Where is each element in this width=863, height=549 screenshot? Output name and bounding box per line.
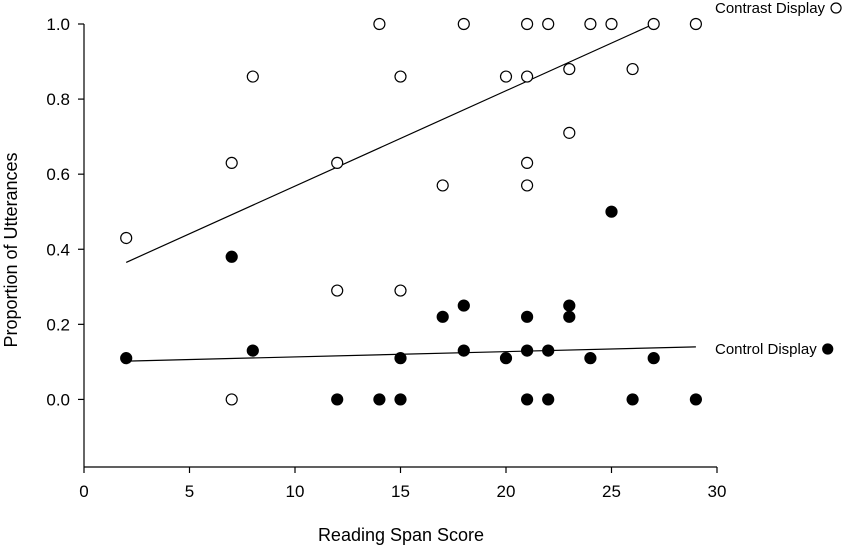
control-point (520, 344, 534, 357)
contrast-point (457, 17, 470, 31)
x-ticks: 0 5 10 15 20 25 30 (79, 467, 726, 501)
legend-marker-contrast (830, 2, 842, 14)
contrast-point (520, 70, 534, 83)
contrast-point (120, 231, 133, 245)
contrast-point (225, 156, 238, 170)
regression-line-control (126, 346, 696, 362)
x-tick-label: 0 (79, 482, 88, 501)
y-tick-label: 1.0 (46, 15, 70, 34)
regression-line-contrast (125, 23, 654, 263)
legend-label-contrast: Contrast Display (715, 0, 826, 17)
control-point (689, 393, 703, 406)
control-point (520, 310, 534, 323)
contrast-point (499, 70, 513, 83)
legend: Contrast Display Control Display (715, 0, 842, 358)
x-tick-label: 30 (708, 482, 727, 501)
contrast-point (626, 62, 639, 76)
y-tick-label: 0.2 (46, 315, 70, 334)
x-tick-label: 10 (286, 482, 305, 501)
control-point (436, 310, 449, 323)
x-tick-label: 25 (602, 482, 621, 501)
control-point (626, 393, 639, 406)
control-point (331, 393, 344, 406)
legend-marker-control (822, 343, 834, 355)
contrast-point (563, 62, 576, 76)
control-point (542, 393, 555, 406)
contrast-point (331, 284, 344, 297)
control-point (520, 393, 534, 406)
control-point (373, 393, 386, 406)
contrast-point (436, 179, 449, 192)
control-point (246, 344, 259, 357)
data-points (120, 17, 703, 406)
y-tick-label: 0.8 (46, 90, 70, 109)
contrast-point (584, 17, 597, 31)
control-point (542, 344, 555, 357)
y-axis-title: Proportion of Utterances (1, 152, 21, 347)
legend-label-control: Control Display (715, 341, 817, 358)
control-point (394, 393, 407, 406)
x-axis-title: Reading Span Score (318, 525, 484, 545)
contrast-point (520, 156, 534, 170)
x-tick-label: 20 (497, 482, 516, 501)
contrast-point (394, 70, 407, 83)
contrast-point (542, 17, 555, 31)
y-tick-label: 0.0 (46, 390, 70, 409)
control-point (457, 344, 470, 357)
contrast-point (689, 17, 703, 31)
contrast-point (394, 284, 407, 297)
y-tick-label: 0.6 (46, 165, 70, 184)
control-point (394, 352, 407, 365)
y-ticks: 0.0 0.2 0.4 0.6 0.8 1.0 (46, 15, 84, 409)
contrast-point (563, 126, 576, 139)
contrast-point (520, 17, 534, 31)
y-tick-label: 0.4 (46, 240, 70, 259)
control-point (457, 299, 470, 312)
control-point (563, 310, 576, 323)
contrast-point (520, 179, 534, 192)
contrast-point (331, 156, 344, 170)
control-point (499, 352, 513, 365)
control-point (120, 352, 133, 365)
contrast-point (373, 17, 386, 31)
x-tick-label: 5 (185, 482, 194, 501)
control-point (563, 299, 576, 312)
control-point (647, 352, 660, 365)
regression-lines (125, 23, 696, 362)
control-point (584, 352, 597, 365)
contrast-point (246, 70, 259, 83)
x-tick-label: 15 (391, 482, 410, 501)
contrast-point (225, 393, 238, 406)
contrast-point (647, 17, 660, 31)
contrast-point (605, 17, 618, 31)
control-point (225, 250, 238, 263)
control-point (605, 205, 618, 218)
